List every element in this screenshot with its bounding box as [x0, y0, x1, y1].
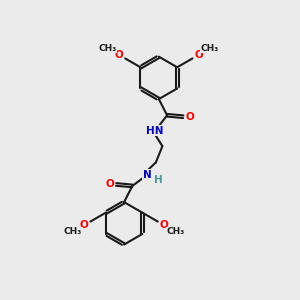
Text: CH₃: CH₃ — [99, 44, 117, 53]
Text: O: O — [80, 220, 88, 230]
Text: O: O — [160, 220, 169, 230]
Text: N: N — [143, 170, 152, 180]
Text: H: H — [154, 175, 163, 185]
Text: HN: HN — [146, 126, 163, 136]
Text: CH₃: CH₃ — [166, 227, 184, 236]
Text: O: O — [185, 112, 194, 122]
Text: O: O — [195, 50, 203, 60]
Text: CH₃: CH₃ — [201, 44, 219, 53]
Text: O: O — [114, 50, 123, 60]
Text: CH₃: CH₃ — [64, 227, 82, 236]
Text: O: O — [105, 179, 114, 189]
